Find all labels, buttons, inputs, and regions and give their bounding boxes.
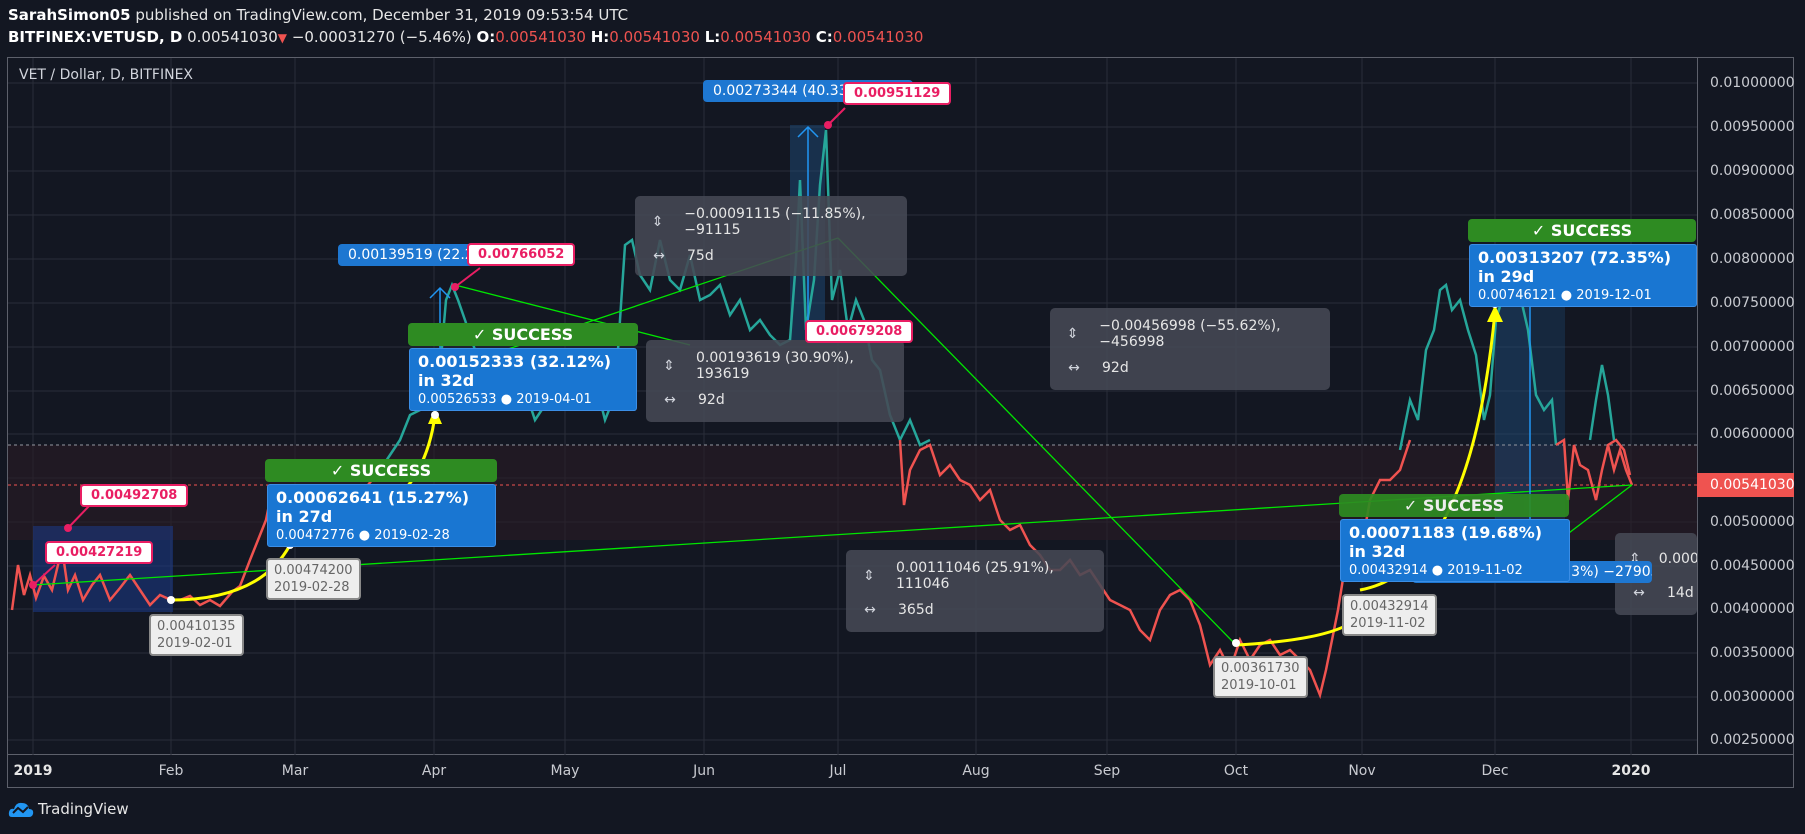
forecast-result[interactable]: 0.00062641 (15.27%) in 27d 0.00472776 ● … (267, 484, 496, 547)
time-tick: Jul (829, 763, 847, 779)
time-tick: Apr (421, 763, 447, 779)
price-tick: 0.00250000 (1710, 732, 1795, 748)
price-tick: 0.00950000 (1710, 119, 1795, 135)
time-tick: Aug (962, 763, 990, 779)
brand-name: TradingView (38, 800, 129, 818)
measure-box[interactable]: ⇕ 0.00193619 (30.90%), 193619 ↔ 92d (646, 340, 904, 422)
success-badge: ✓ SUCCESS (1339, 494, 1569, 517)
high-value: 0.00541030 (609, 28, 700, 46)
low-value: 0.00541030 (720, 28, 811, 46)
forecast-result[interactable]: 0.00071183 (19.68%) in 32d 0.00432914 ● … (1340, 519, 1570, 582)
price-tick: 0.00650000 (1710, 383, 1795, 399)
time-tick: Nov (1348, 763, 1376, 779)
price-tick: 0.00800000 (1710, 251, 1795, 267)
price-tick: 0.00300000 (1710, 689, 1795, 705)
close-value: 0.00541030 (832, 28, 924, 46)
publish-info: SarahSimon05 published on TradingView.co… (8, 6, 628, 24)
close-label: C: (815, 28, 833, 46)
tradingview-cloud-icon (8, 802, 34, 817)
price-tick: 0.00850000 (1710, 207, 1795, 223)
time-tick: Dec (1481, 763, 1509, 779)
price-range-icon: ⇕ (663, 358, 675, 374)
high-label: H: (590, 28, 610, 46)
time-tick: Mar (281, 763, 309, 779)
price-note[interactable]: 0.00951129 (843, 82, 952, 105)
price-tick: 0.00350000 (1710, 645, 1795, 661)
forecast-result[interactable]: 0.00152333 (32.12%) in 32d 0.00526533 ● … (409, 348, 637, 411)
time-tick: Sep (1093, 763, 1121, 779)
symbol-info: BITFINEX:VETUSD, D 0.00541030▼ −0.000312… (8, 28, 923, 46)
clock-icon: ● (1431, 563, 1444, 578)
success-badge: ✓ SUCCESS (265, 459, 497, 482)
price-change: −0.00031270 (−5.46%) (291, 28, 472, 46)
bar-range-icon: ↔ (664, 392, 676, 408)
point-label[interactable]: 0.00410135 2019-02-01 (149, 614, 244, 656)
publish-text: published on TradingView.com, December 3… (135, 6, 629, 24)
time-axis[interactable] (7, 755, 1794, 788)
time-tick: 2019 (13, 763, 53, 779)
price-axis[interactable] (1697, 57, 1794, 755)
time-tick: Feb (158, 763, 184, 779)
clock-icon: ● (1560, 288, 1573, 303)
symbol-label: BITFINEX:VETUSD, D (8, 28, 183, 46)
point-label[interactable]: 0.00432914 2019-11-02 (1342, 594, 1437, 636)
price-tick: 0.00600000 (1710, 426, 1795, 442)
price-note[interactable]: 0.00492708 (80, 484, 189, 507)
price-tick: 0.00700000 (1710, 339, 1795, 355)
price-range-icon: ⇕ (1066, 326, 1079, 342)
price-note[interactable]: 0.00427219 (45, 541, 154, 564)
clock-icon: ● (500, 392, 513, 407)
author-name[interactable]: SarahSimon05 (8, 6, 131, 24)
measure-box[interactable]: ⇕ −0.00456998 (−55.62%), −456998 ↔ 92d (1050, 308, 1330, 390)
measure-box[interactable]: ⇕ −0.00091115 (−11.85%), −91115 ↔ 75d (635, 196, 907, 276)
success-badge: ✓ SUCCESS (408, 323, 638, 346)
price-range-icon: ⇕ (651, 214, 664, 230)
time-tick: May (550, 763, 580, 779)
down-arrow-icon: ▼ (277, 31, 288, 45)
price-range-icon: ⇕ (863, 568, 875, 584)
tradingview-logo[interactable]: TradingView (8, 799, 129, 819)
low-label: L: (704, 28, 721, 46)
success-badge: ✓ SUCCESS (1468, 219, 1696, 242)
price-tick: 0.00900000 (1710, 163, 1795, 179)
time-tick: 2020 (1611, 763, 1651, 779)
time-tick: Oct (1223, 763, 1249, 779)
last-price: 0.00541030 (187, 28, 278, 46)
price-tick: 0.00500000 (1710, 514, 1795, 530)
price-range-icon: ⇕ (1629, 551, 1641, 567)
price-note[interactable]: 0.00679208 (805, 320, 914, 343)
bar-range-icon: ↔ (1633, 585, 1645, 601)
open-label: O: (476, 28, 496, 46)
measure-box[interactable]: ⇕ 0.00111046 (25.91%), 111046 ↔ 365d (846, 550, 1104, 632)
price-tick: 0.01000000 (1710, 75, 1795, 91)
point-label[interactable]: 0.00474200 2019-02-28 (266, 558, 361, 600)
clock-icon: ● (358, 528, 371, 543)
bar-range-icon: ↔ (864, 602, 876, 618)
bar-range-icon: ↔ (653, 248, 665, 264)
chart-pane[interactable] (7, 57, 1697, 755)
price-tick: 0.00400000 (1710, 601, 1795, 617)
price-note[interactable]: 0.00766052 (467, 243, 576, 266)
time-tick: Jun (693, 763, 715, 779)
chart-legend: VET / Dollar, D, BITFINEX (19, 67, 194, 83)
point-label[interactable]: 0.00361730 2019-10-01 (1213, 656, 1308, 698)
open-value: 0.00541030 (495, 28, 586, 46)
last-price-label: 0.00541030 (1697, 473, 1795, 497)
price-tick: 0.00450000 (1710, 558, 1795, 574)
forecast-result[interactable]: 0.00313207 (72.35%) in 29d 0.00746121 ● … (1469, 244, 1697, 307)
bar-range-icon: ↔ (1068, 360, 1080, 376)
price-tick: 0.00750000 (1710, 295, 1795, 311)
